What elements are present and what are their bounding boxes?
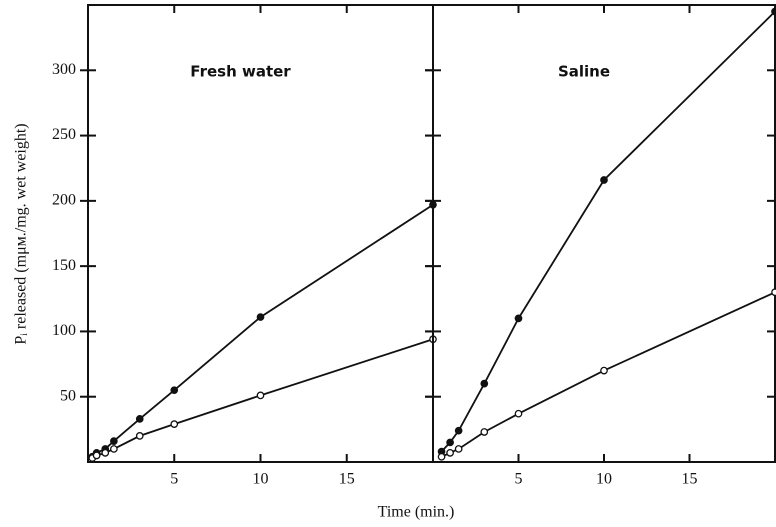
- data-point: [170, 420, 179, 428]
- data-point: [437, 452, 446, 461]
- data-point: [135, 432, 144, 440]
- y-axis-label: Pᵢ released (mμм./mg. wet weight): [13, 123, 30, 344]
- panel-title: Fresh water: [190, 63, 291, 81]
- data-point: [446, 449, 454, 457]
- y-tick-label: 300: [52, 61, 76, 78]
- data-point: [101, 449, 110, 457]
- data-point: [256, 313, 265, 321]
- data-point: [446, 438, 454, 447]
- data-point: [480, 428, 489, 436]
- data-point: [600, 366, 608, 375]
- data-point: [600, 176, 608, 184]
- x-tick-label: 15: [339, 471, 355, 488]
- data-point: [92, 451, 101, 460]
- series-line: [441, 291, 776, 458]
- data-point: [110, 445, 118, 453]
- x-axis-label: Time (min.): [378, 504, 455, 521]
- data-point: [256, 391, 265, 400]
- data-point: [480, 379, 489, 388]
- y-tick-label: 100: [52, 322, 76, 339]
- y-tick-label: 150: [52, 257, 76, 274]
- data-point: [110, 437, 118, 445]
- series-line: [91, 338, 434, 459]
- y-tick-label: 200: [52, 192, 76, 209]
- x-tick-label: 5: [515, 471, 523, 488]
- data-point: [514, 314, 523, 323]
- data-point: [135, 415, 144, 423]
- x-tick-label: 15: [682, 471, 698, 488]
- panel-title: Saline: [558, 63, 610, 81]
- y-tick-label: 50: [60, 387, 76, 404]
- x-tick-label: 5: [170, 471, 178, 488]
- data-point: [771, 288, 776, 297]
- data-point: [454, 426, 463, 435]
- data-point: [170, 386, 179, 395]
- data-point: [514, 409, 523, 418]
- y-tick-label: 250: [52, 126, 76, 143]
- data-point: [771, 7, 776, 16]
- x-tick-label: 10: [253, 471, 269, 488]
- data-point: [454, 445, 463, 453]
- x-tick-label: 10: [596, 471, 612, 488]
